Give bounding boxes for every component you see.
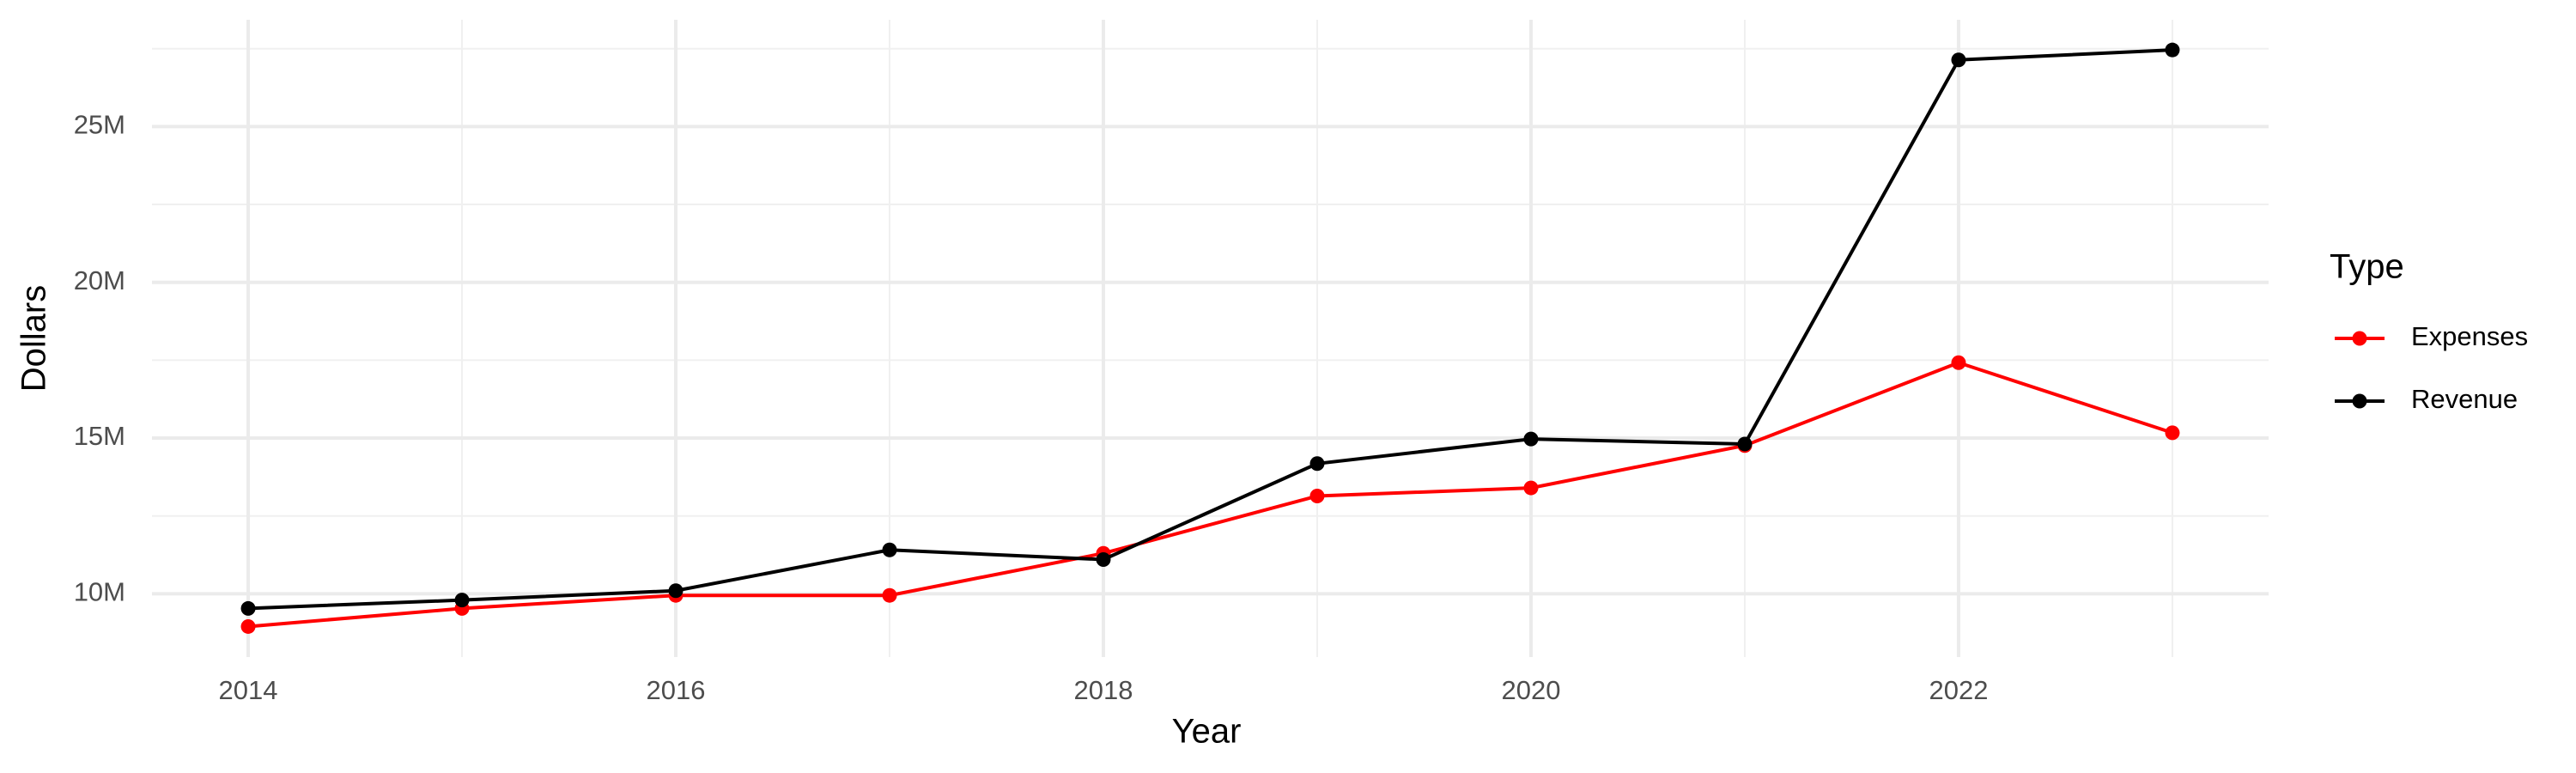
point [1309, 489, 1325, 504]
point [1951, 355, 1966, 370]
y-tick-label: 10M [74, 577, 125, 607]
point [882, 587, 897, 603]
x-tick-label: 2020 [1502, 675, 1561, 705]
point [668, 583, 683, 599]
x-axis-title: Year [1172, 713, 1242, 751]
plot [240, 42, 2180, 634]
legend-title: Type [2330, 248, 2404, 286]
point [2165, 42, 2180, 58]
x-tick-label: 2022 [1929, 675, 1988, 705]
x-tick-label: 2018 [1074, 675, 1133, 705]
point [882, 542, 897, 557]
y-tick-label: 15M [74, 421, 125, 451]
point [1523, 431, 1539, 447]
legend-marker [2352, 393, 2367, 409]
y-tick-label: 25M [74, 110, 125, 140]
legend-marker [2352, 331, 2367, 346]
line [247, 361, 2173, 629]
y-tick-label: 20M [74, 265, 125, 295]
point [1737, 436, 1753, 452]
legend-label: Revenue [2411, 384, 2518, 414]
point [1951, 52, 1966, 68]
legend-label: Expenses [2411, 321, 2528, 351]
point [1096, 551, 1111, 567]
point [2165, 425, 2180, 441]
line [247, 48, 2173, 611]
y-axis-title: Dollars [15, 285, 53, 392]
x-tick-label: 2014 [219, 675, 278, 705]
grid [152, 20, 2269, 657]
point [1309, 456, 1325, 472]
point [240, 600, 256, 616]
x-tick-label: 2016 [647, 675, 706, 705]
point [1523, 480, 1539, 496]
point [454, 593, 470, 608]
point [240, 618, 256, 634]
